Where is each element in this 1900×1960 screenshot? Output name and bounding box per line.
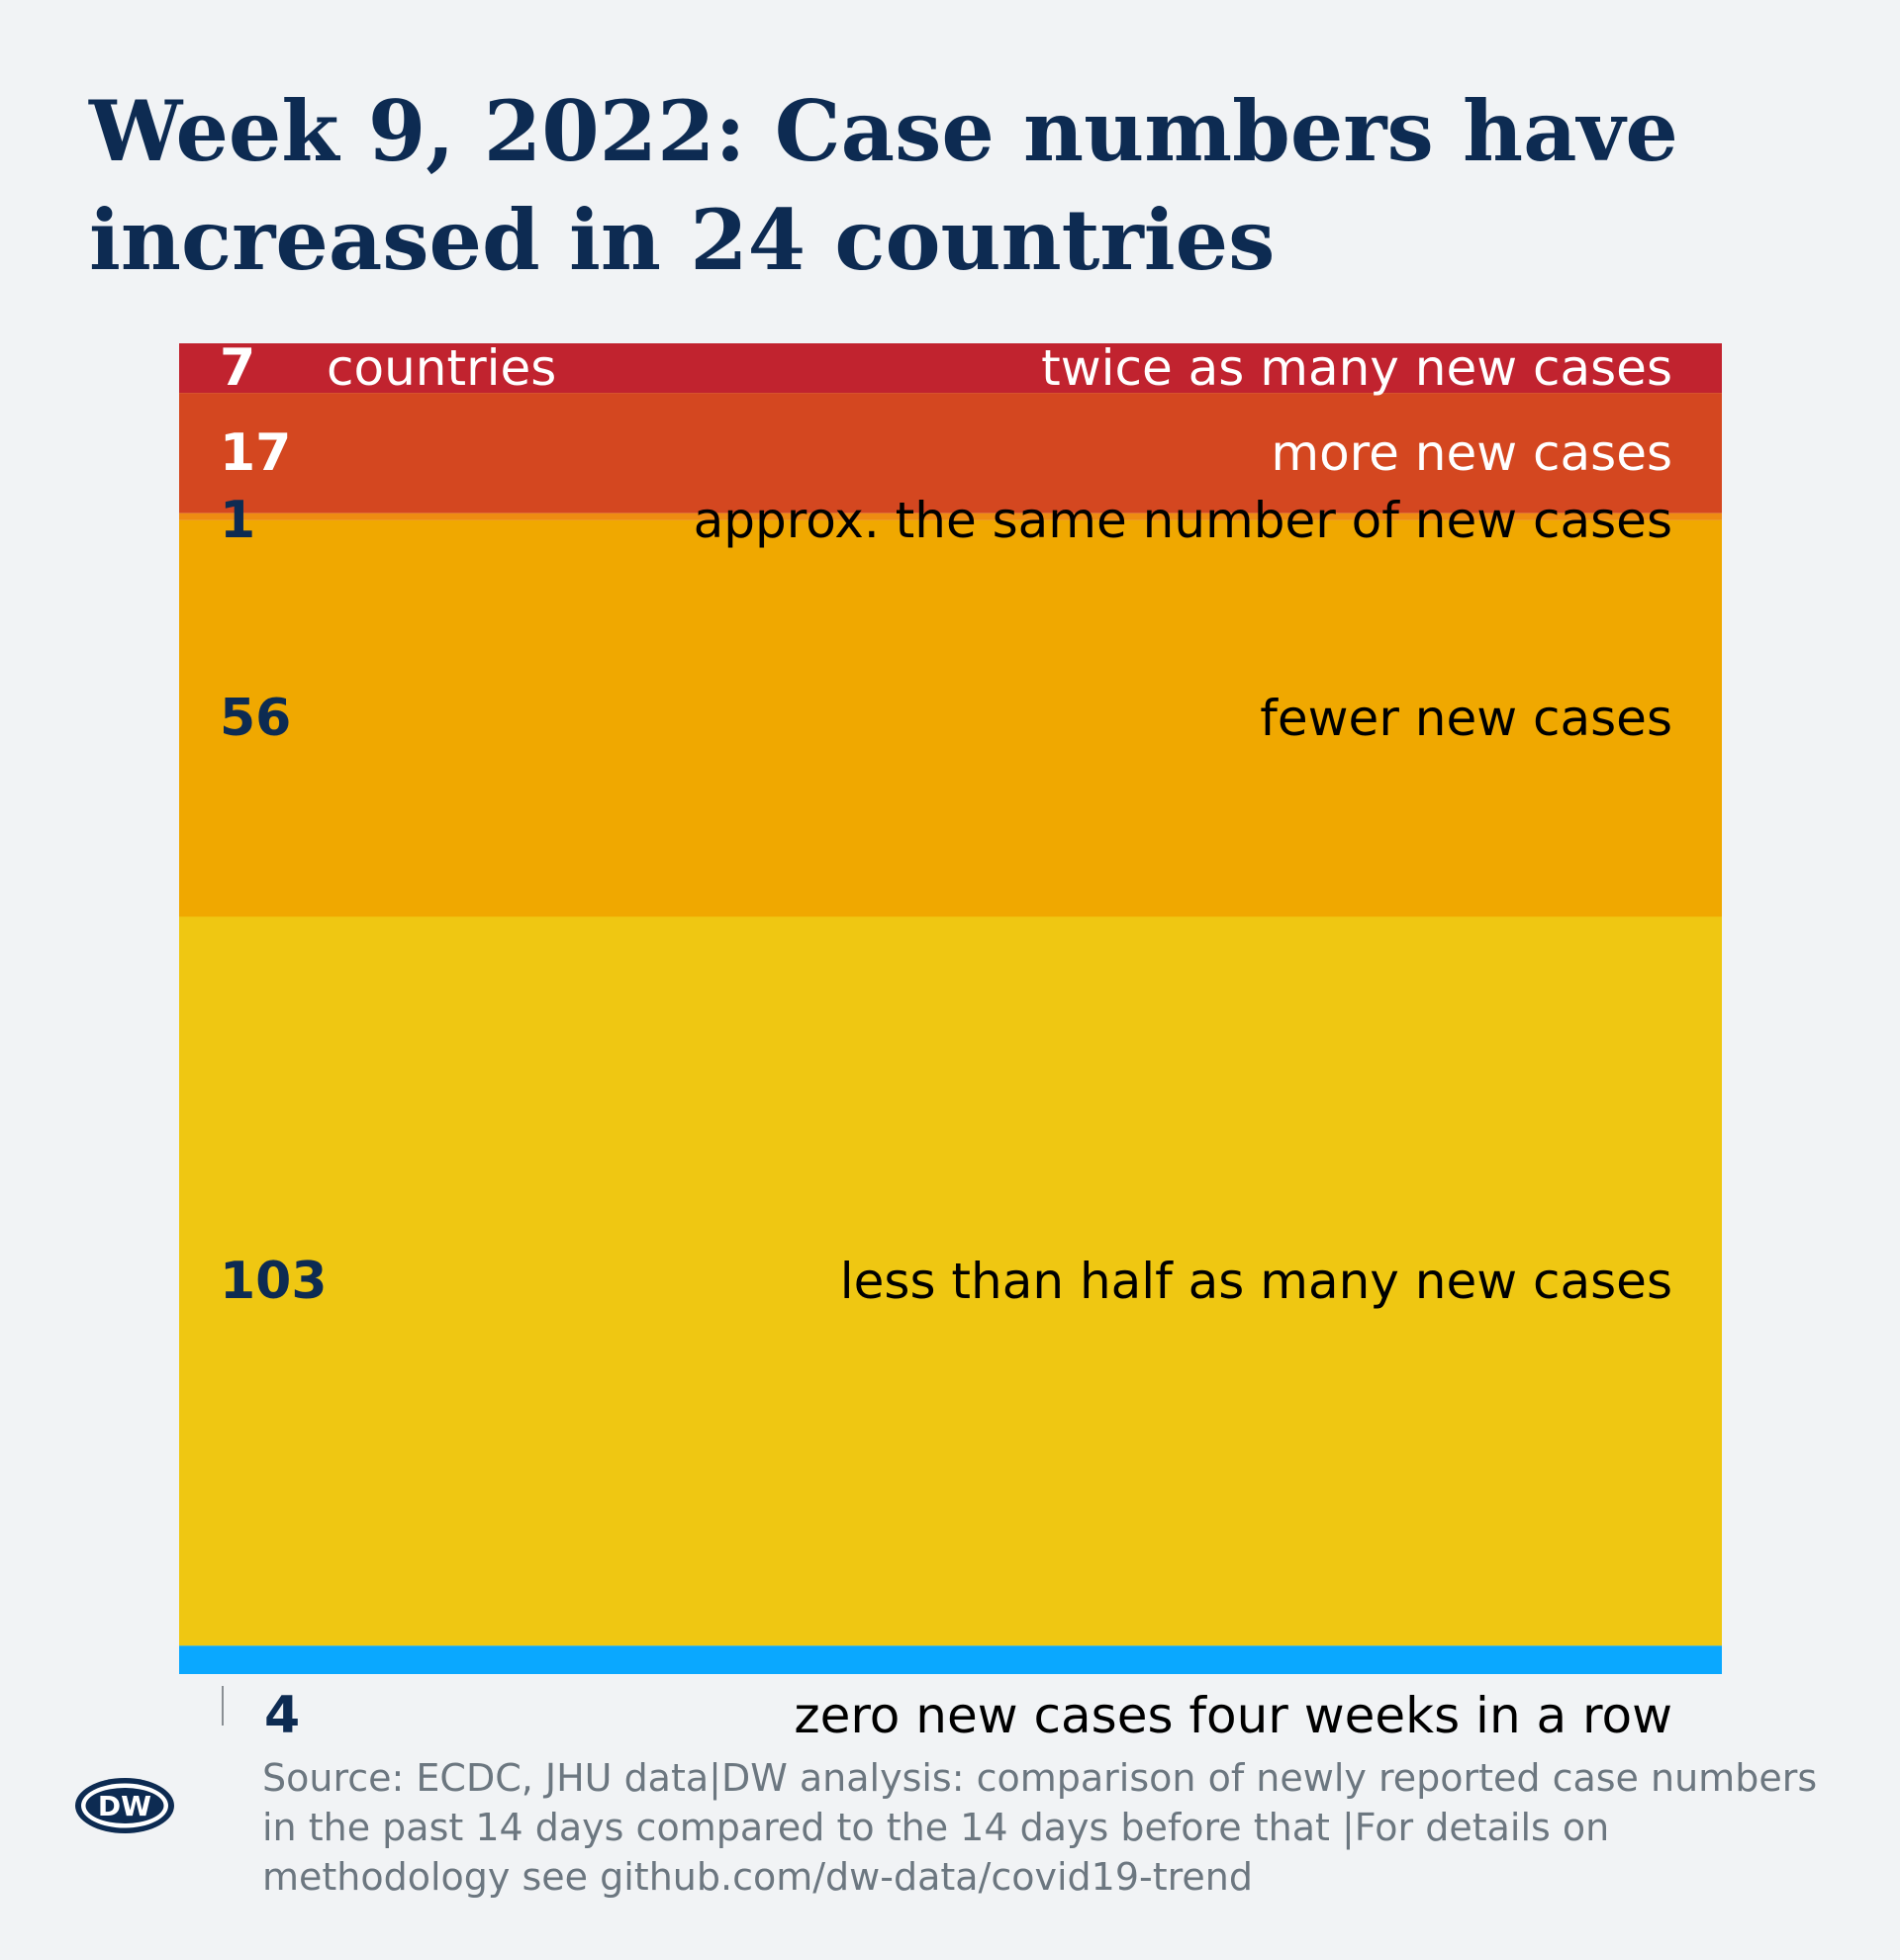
bar-segment-1 — [179, 343, 1722, 394]
value-label-4: 56 — [220, 689, 291, 748]
bar-segment-4 — [179, 519, 1722, 917]
category-label-2: more new cases — [1271, 424, 1672, 482]
bar-segment-2 — [179, 393, 1722, 513]
unit-label: countries — [327, 339, 556, 397]
bar-segment-3 — [179, 513, 1722, 520]
bar-segment-5 — [179, 916, 1722, 1646]
value-label-5: 103 — [220, 1252, 328, 1311]
chart-title: Week 9, 2022: Case numbers have increase… — [89, 82, 1678, 289]
category-label-5: less than half as many new cases — [840, 1253, 1672, 1310]
value-label-6: 4 — [264, 1686, 300, 1745]
category-label-3: approx. the same number of new cases — [694, 492, 1672, 549]
dw-logo-text: DW — [98, 1790, 151, 1822]
bar-segment-6 — [179, 1645, 1722, 1674]
category-label-1: twice as many new cases — [1041, 339, 1672, 397]
source-note: Source: ECDC, JHU data|DW analysis: comp… — [262, 1756, 1818, 1899]
value-label-1: 7 — [220, 338, 255, 398]
category-label-4: fewer new cases — [1260, 690, 1672, 747]
value-label-2: 17 — [220, 423, 291, 483]
value-label-3: 1 — [220, 491, 255, 550]
category-label-6: zero new cases four weeks in a row — [794, 1687, 1672, 1744]
dw-logo: DW — [75, 1778, 174, 1833]
